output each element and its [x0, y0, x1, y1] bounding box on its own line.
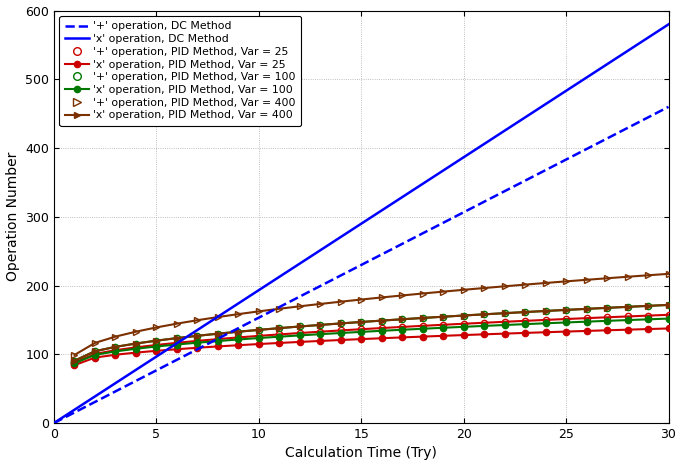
Y-axis label: Operation Number: Operation Number — [5, 152, 20, 281]
Legend: '+' operation, DC Method, 'x' operation, DC Method, '+' operation, PID Method, V: '+' operation, DC Method, 'x' operation,… — [59, 16, 301, 126]
X-axis label: Calculation Time (Try): Calculation Time (Try) — [285, 446, 437, 460]
